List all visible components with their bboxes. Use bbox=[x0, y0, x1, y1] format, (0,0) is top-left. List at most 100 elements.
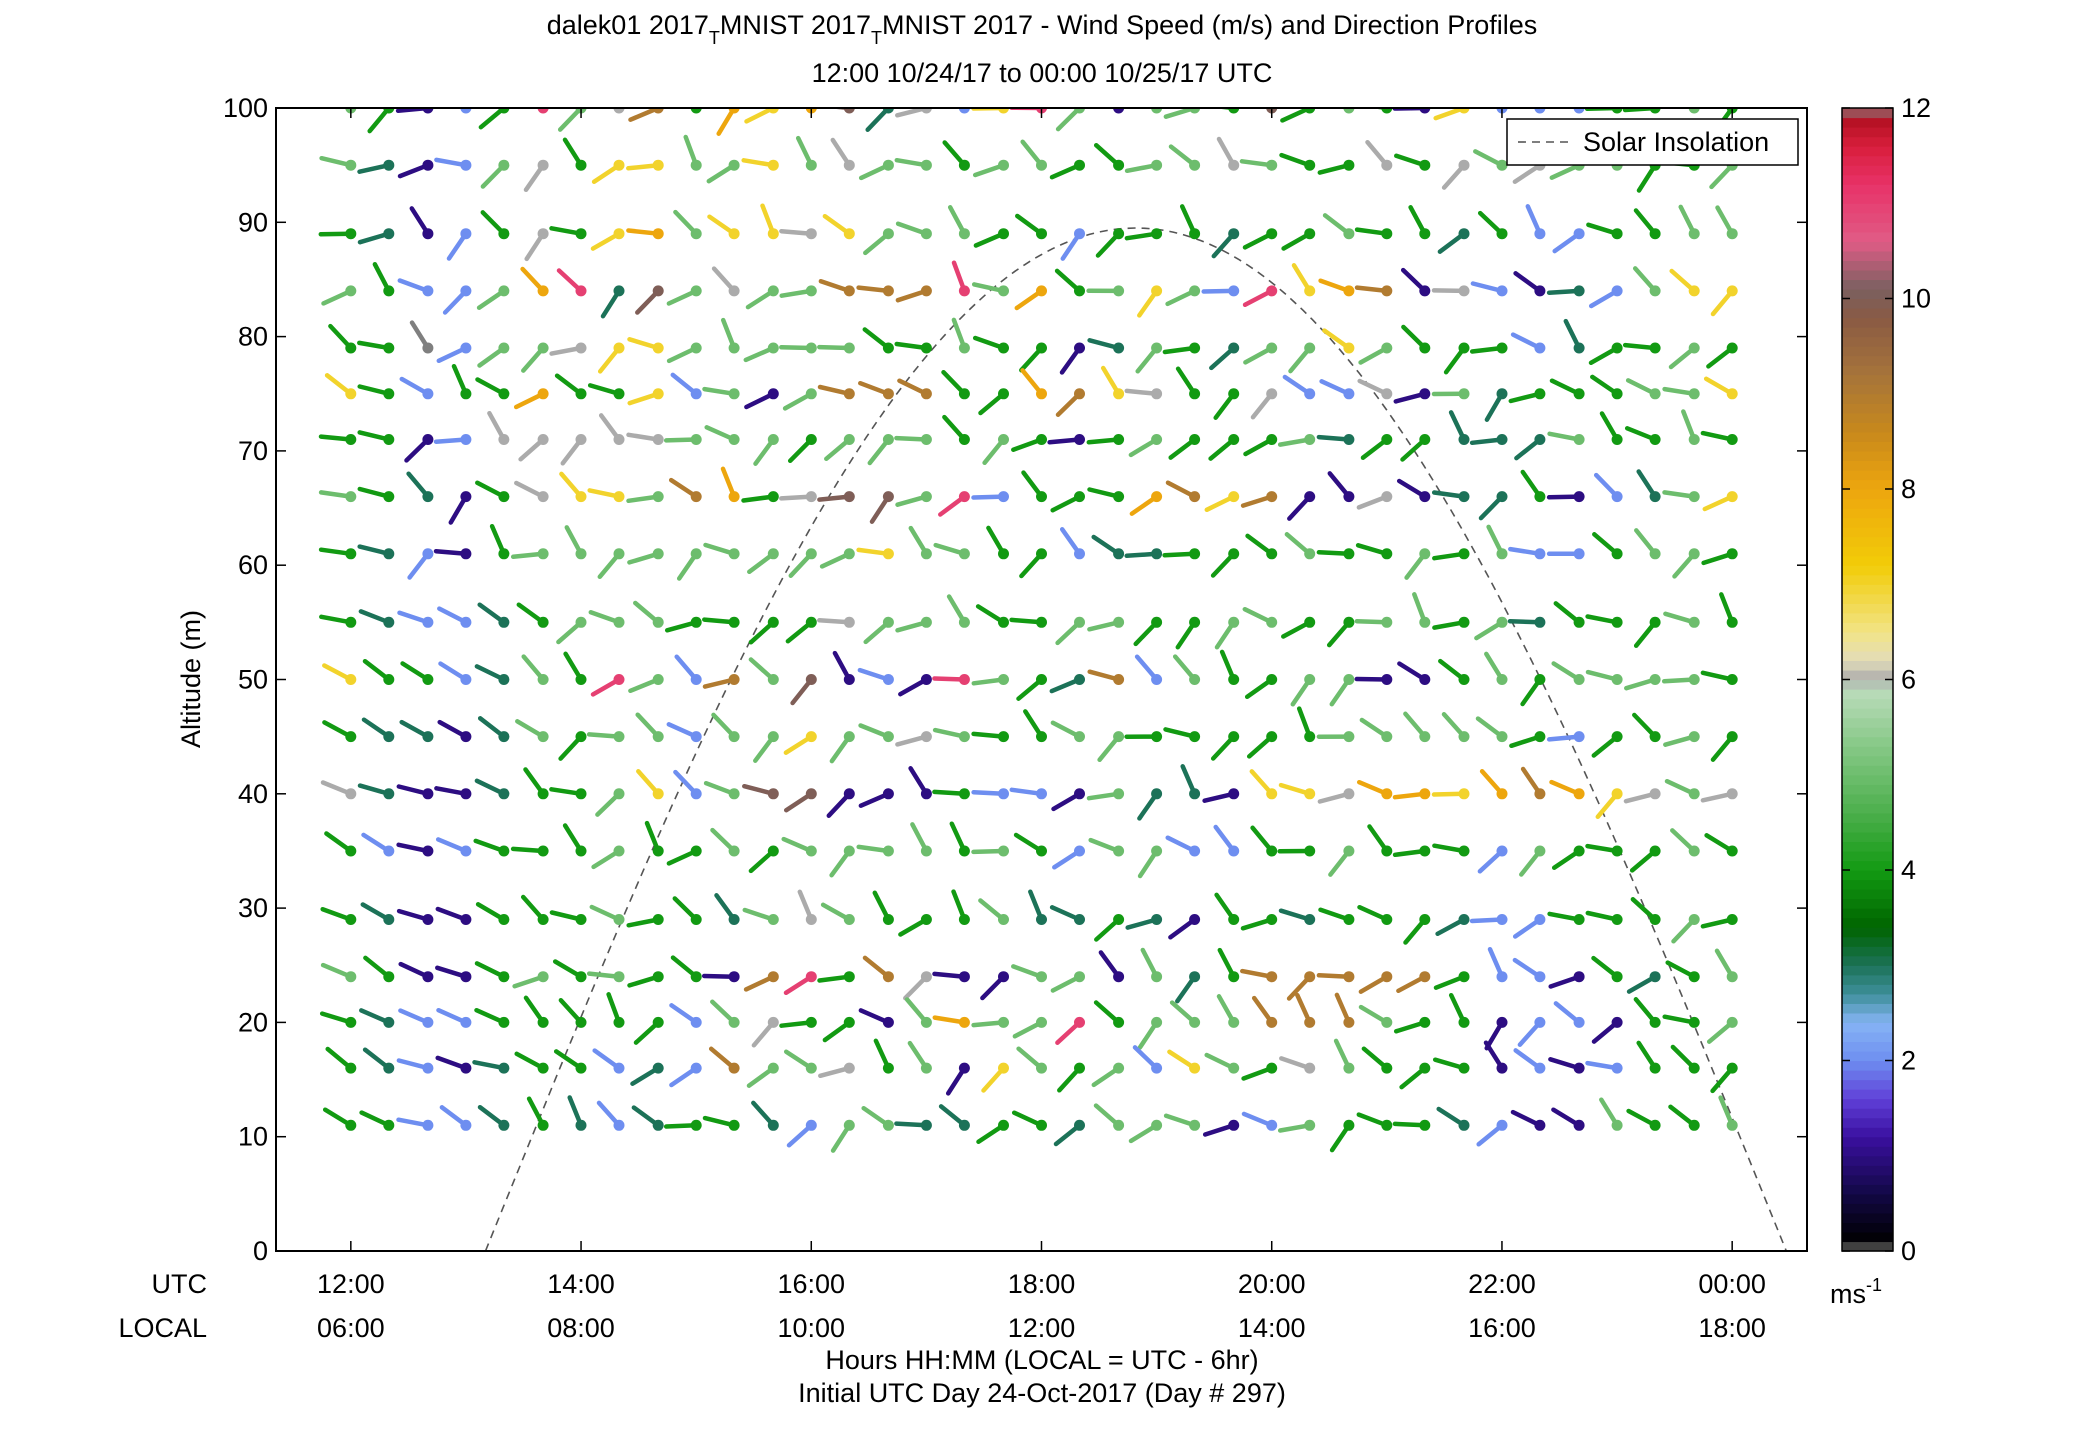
wind-barb-head bbox=[1497, 1063, 1508, 1074]
wind-barb-head bbox=[883, 285, 894, 296]
x-tick-label-utc: 18:00 bbox=[1008, 1269, 1076, 1299]
wind-barb-head bbox=[1381, 343, 1392, 354]
wind-barb-head bbox=[844, 491, 855, 502]
wind-barb-head bbox=[998, 846, 1009, 857]
wind-barb-head bbox=[422, 343, 433, 354]
wind-barb-head bbox=[1343, 388, 1354, 399]
wind-barb-head bbox=[498, 914, 509, 925]
x-tick-label-local: 12:00 bbox=[1008, 1313, 1076, 1343]
wind-barb-head bbox=[921, 914, 932, 925]
wind-barb-head bbox=[1343, 846, 1354, 857]
x-tick-label-local: 16:00 bbox=[1468, 1313, 1536, 1343]
wind-barb-head bbox=[1459, 1063, 1470, 1074]
wind-barb-head bbox=[1534, 846, 1545, 857]
wind-barb-head bbox=[1228, 1120, 1239, 1131]
wind-barb-head bbox=[1151, 674, 1162, 685]
colorbar-segment bbox=[1842, 641, 1893, 651]
colorbar-segment bbox=[1842, 327, 1893, 337]
wind-barb-head bbox=[1343, 434, 1354, 445]
colorbar-segment bbox=[1842, 146, 1893, 156]
legend-label: Solar Insolation bbox=[1583, 127, 1769, 157]
wind-barb-head bbox=[691, 434, 702, 445]
colorbar-segment bbox=[1842, 689, 1893, 699]
wind-barb-head bbox=[844, 434, 855, 445]
wind-barb-head bbox=[1228, 846, 1239, 857]
wind-barb-head bbox=[1074, 388, 1085, 399]
wind-barb-shaft bbox=[1550, 100, 1579, 108]
colorbar-segment bbox=[1842, 222, 1893, 232]
wind-barb-head bbox=[576, 846, 587, 857]
wind-barb-head bbox=[345, 914, 356, 925]
wind-barb-head bbox=[1689, 731, 1700, 742]
wind-barb-head bbox=[1074, 846, 1085, 857]
colorbar-segment bbox=[1842, 299, 1893, 309]
wind-barb-head bbox=[1074, 160, 1085, 171]
wind-barb-head bbox=[614, 788, 625, 799]
wind-barb-head bbox=[460, 1063, 471, 1074]
wind-barb-head bbox=[1036, 731, 1047, 742]
wind-barb-head bbox=[768, 228, 779, 239]
wind-barb-head bbox=[844, 971, 855, 982]
wind-barb-head bbox=[1574, 491, 1585, 502]
wind-barb-head bbox=[959, 285, 970, 296]
wind-barb-head bbox=[1304, 971, 1315, 982]
wind-barb-head bbox=[1650, 1120, 1661, 1131]
wind-barb-head bbox=[998, 434, 1009, 445]
wind-barb-head bbox=[883, 388, 894, 399]
wind-barb-head bbox=[921, 617, 932, 628]
wind-barb-head bbox=[1151, 1120, 1162, 1131]
wind-barb-head bbox=[1650, 617, 1661, 628]
wind-barb-head bbox=[1497, 788, 1508, 799]
wind-barb-head bbox=[1304, 343, 1315, 354]
wind-barb-head bbox=[1689, 1063, 1700, 1074]
wind-barb-head bbox=[1727, 914, 1738, 925]
colorbar-segment bbox=[1842, 1013, 1893, 1023]
wind-barb-head bbox=[460, 788, 471, 799]
wind-barb-head bbox=[1074, 548, 1085, 559]
wind-barb-head bbox=[1074, 491, 1085, 502]
wind-barb-head bbox=[498, 548, 509, 559]
wind-barb-head bbox=[1113, 1120, 1124, 1131]
wind-barb-head bbox=[538, 617, 549, 628]
wind-barb-head bbox=[959, 731, 970, 742]
wind-barb-head bbox=[1189, 1017, 1200, 1028]
wind-barb-head bbox=[1151, 434, 1162, 445]
wind-barb-head bbox=[1189, 388, 1200, 399]
wind-barb-head bbox=[1151, 160, 1162, 171]
wind-barb-head bbox=[1113, 674, 1124, 685]
wind-barb-head bbox=[921, 491, 932, 502]
wind-barb-head bbox=[1074, 674, 1085, 685]
wind-barb-head bbox=[1304, 846, 1315, 857]
wind-barb-head bbox=[1304, 160, 1315, 171]
wind-barb-head bbox=[1151, 846, 1162, 857]
colorbar-segment bbox=[1842, 613, 1893, 623]
wind-barb-head bbox=[576, 617, 587, 628]
wind-barb-head bbox=[1497, 674, 1508, 685]
wind-barb-head bbox=[1113, 731, 1124, 742]
wind-barb-head bbox=[1612, 914, 1623, 925]
wind-barb-head bbox=[422, 1120, 433, 1131]
wind-barb-head bbox=[1266, 731, 1277, 742]
wind-barb-head bbox=[1036, 228, 1047, 239]
wind-barb-head bbox=[1497, 846, 1508, 857]
wind-barb-shaft bbox=[1491, 80, 1502, 108]
wind-barb-head bbox=[653, 1063, 664, 1074]
wind-barb-head bbox=[614, 491, 625, 502]
wind-barb-head bbox=[921, 1017, 932, 1028]
wind-barb-head bbox=[1574, 434, 1585, 445]
wind-barb-head bbox=[1419, 434, 1430, 445]
wind-barb-head bbox=[1727, 491, 1738, 502]
wind-barb-shaft bbox=[1673, 87, 1694, 108]
wind-barb-head bbox=[422, 731, 433, 742]
colorbar-tick-label: 0 bbox=[1901, 1236, 1916, 1266]
wind-barb-head bbox=[1381, 788, 1392, 799]
wind-barb-head bbox=[1574, 617, 1585, 628]
wind-barb-head bbox=[1381, 285, 1392, 296]
wind-barb-head bbox=[1650, 434, 1661, 445]
wind-barb-head bbox=[498, 617, 509, 628]
title-subscript-2: T bbox=[871, 28, 882, 48]
wind-barb-head bbox=[1074, 285, 1085, 296]
title-part-1: dalek01 2017 bbox=[547, 10, 709, 40]
wind-barb-head bbox=[498, 491, 509, 502]
